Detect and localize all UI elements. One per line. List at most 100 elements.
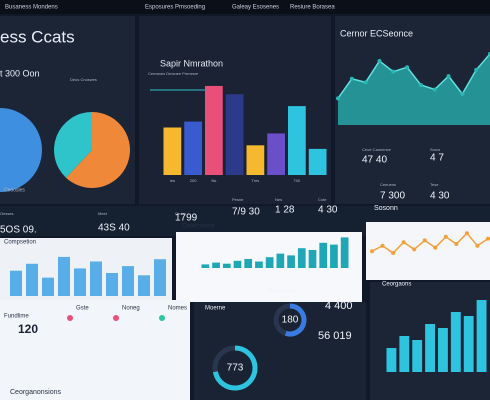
bar xyxy=(42,277,54,296)
stat-value: 56 019 xyxy=(318,330,352,342)
bar xyxy=(308,148,327,175)
x-tick-label: 200 xyxy=(190,178,197,183)
footer: Ceorganonsions xyxy=(10,389,61,396)
label: Monepom xyxy=(268,289,295,295)
bar xyxy=(399,336,410,372)
legend-swatch xyxy=(67,315,73,321)
bar xyxy=(265,257,274,268)
stat-label: Ceoe Caoeence xyxy=(362,147,392,152)
bar xyxy=(26,263,38,296)
stat-label: Tese xyxy=(430,182,439,187)
x-tick-label: 5is xyxy=(211,178,216,183)
legend-label: Gste xyxy=(76,306,89,312)
point xyxy=(405,65,410,70)
label: Cernor ECSeonce xyxy=(340,28,413,38)
bar xyxy=(267,133,285,175)
legend-swatch xyxy=(113,315,119,321)
bar xyxy=(476,300,487,372)
x-tick-label: Tres xyxy=(251,178,259,183)
stat-value: 1799 xyxy=(175,213,198,224)
bar xyxy=(463,316,474,372)
point xyxy=(401,240,406,245)
bar xyxy=(450,312,461,372)
stat-label: Ceeuens xyxy=(380,182,396,187)
stat-value: 43S 40 xyxy=(98,223,130,234)
bar xyxy=(276,253,285,268)
bar xyxy=(205,85,223,175)
donut-value: 180 xyxy=(282,315,299,326)
donut-arc xyxy=(284,303,307,337)
donut-value: 773 xyxy=(227,363,244,374)
stat-label: Cote xyxy=(318,197,327,202)
x-tick-label: 700 xyxy=(294,178,301,183)
stat-label: Meet xyxy=(98,211,108,216)
x-tick-label: Ies xyxy=(170,178,175,183)
stat-label: Pesne xyxy=(232,197,244,202)
point xyxy=(474,67,479,72)
bar xyxy=(233,260,242,268)
panel xyxy=(194,302,366,400)
top-bar xyxy=(0,0,490,14)
bar xyxy=(319,242,328,268)
point xyxy=(486,236,490,241)
point xyxy=(380,243,385,248)
stat-label: Sorcs xyxy=(430,147,440,152)
pie-slice xyxy=(0,108,42,192)
panel xyxy=(0,300,190,400)
bar xyxy=(154,259,166,296)
bar xyxy=(288,106,306,175)
bar xyxy=(58,256,70,296)
label: Moerne xyxy=(205,306,226,312)
area xyxy=(338,53,490,126)
tab: Galeay Esosenes xyxy=(232,5,279,11)
bar xyxy=(287,255,295,268)
point xyxy=(432,87,437,92)
stat-value: 1 28 xyxy=(275,205,295,216)
point xyxy=(422,238,427,243)
stat-value: 4 30 xyxy=(430,191,450,202)
bar xyxy=(184,121,202,175)
panel xyxy=(366,222,490,280)
point xyxy=(418,83,423,87)
bar xyxy=(222,263,231,268)
stat-label: Oesses xyxy=(0,211,14,216)
bar xyxy=(255,261,263,268)
bar xyxy=(201,264,210,268)
point xyxy=(454,242,459,246)
point xyxy=(412,247,417,252)
stat-value: 4 7 xyxy=(430,153,444,164)
bar xyxy=(163,127,182,175)
label: Deus Cnoswes xyxy=(70,77,97,82)
label: Sapir Nmrathon xyxy=(160,58,223,68)
tab: Resiure Borasea xyxy=(290,5,335,11)
line xyxy=(371,232,489,254)
bar xyxy=(90,261,102,296)
label: Fundlime xyxy=(4,314,29,320)
page-title: ess Ccats xyxy=(0,27,75,46)
label: Cemanes Dmsnee Pmnesre xyxy=(148,71,199,76)
label: Sosonn xyxy=(374,205,398,212)
label: Ceoosles xyxy=(4,187,25,193)
bar xyxy=(74,268,86,296)
bar xyxy=(138,275,150,296)
point xyxy=(370,249,374,254)
point xyxy=(391,251,396,255)
bar xyxy=(244,259,253,268)
point xyxy=(377,59,382,63)
tab: Busaness Mondens xyxy=(5,5,58,11)
bar xyxy=(246,145,265,175)
line xyxy=(337,53,490,99)
bar xyxy=(425,324,435,372)
stat-value: 120 xyxy=(18,322,38,336)
point xyxy=(460,91,465,96)
tab: Esposures Pmsoeding xyxy=(145,5,205,11)
point xyxy=(349,76,354,81)
point xyxy=(391,69,396,74)
label: t 300 Oon xyxy=(0,68,40,78)
point xyxy=(464,231,469,236)
bar xyxy=(438,328,448,372)
point xyxy=(336,96,340,101)
legend-label: Noneg xyxy=(122,306,140,312)
bar xyxy=(386,348,397,372)
